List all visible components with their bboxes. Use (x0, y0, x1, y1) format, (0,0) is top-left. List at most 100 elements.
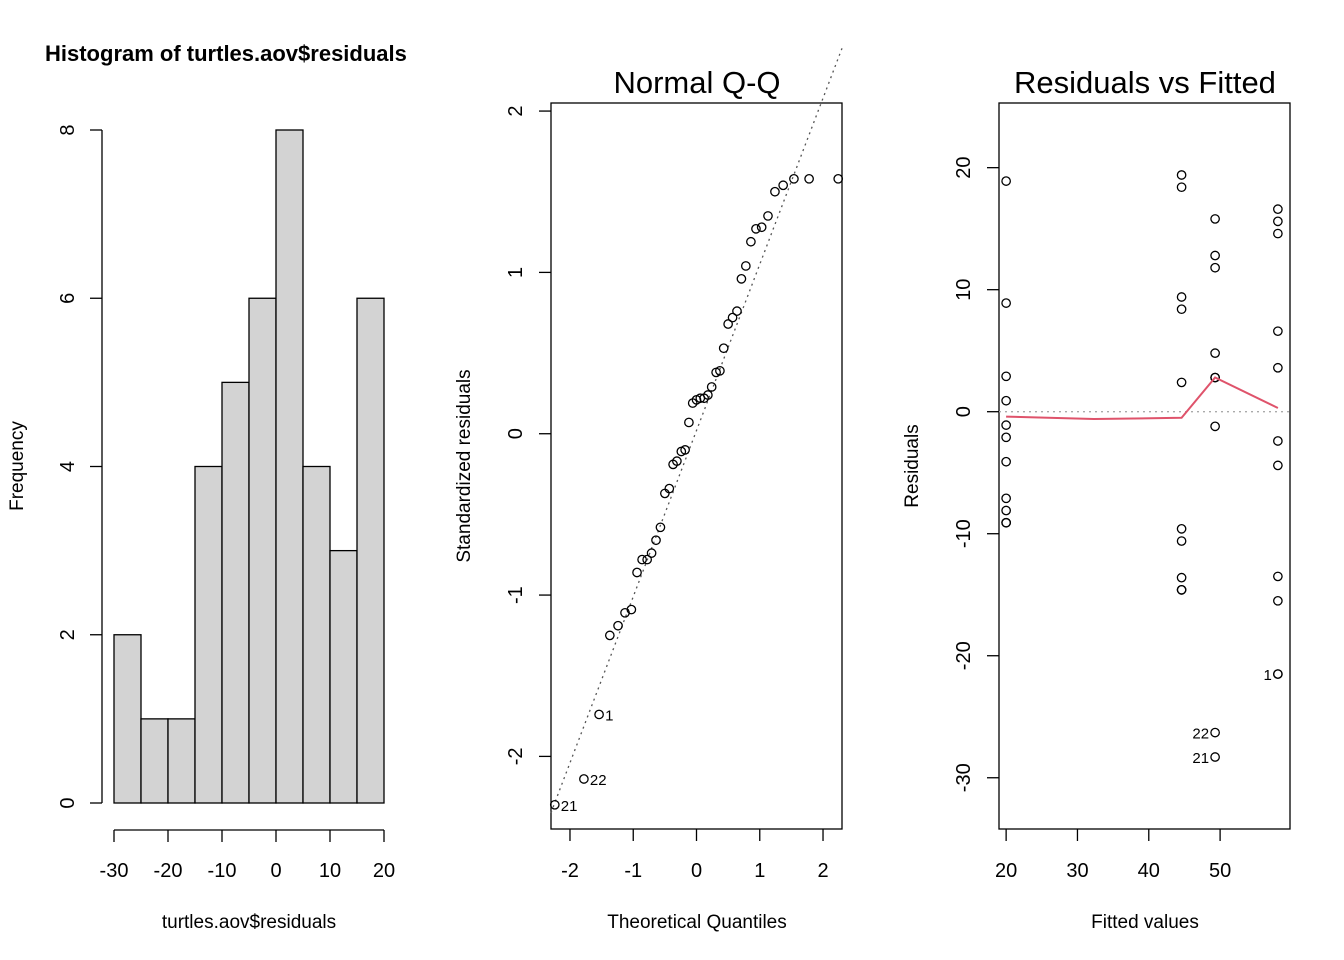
rvf-x-label: Fitted values (1091, 912, 1199, 933)
rvf-y-tick-label: -10 (953, 519, 975, 548)
rvf-point (1210, 262, 1220, 273)
histogram-panel: Histogram of turtles.aov$residuals -30 -2… (7, 41, 407, 933)
rvf-x-axis: 20 30 40 50 (995, 829, 1231, 882)
rvf-point (1273, 216, 1283, 227)
histogram-bar (140, 718, 169, 804)
histogram-bar (167, 718, 196, 804)
rvf-point (1001, 505, 1011, 516)
rvf-smooth-path (1006, 376, 1279, 421)
qq-point (723, 319, 733, 329)
qq-point (740, 261, 751, 271)
rvf-y-tick-label: 10 (953, 279, 975, 301)
histogram-bar (113, 634, 142, 804)
rvf-y-tick-label: -30 (953, 763, 975, 792)
qq-y-tick-label: 1 (505, 267, 527, 278)
rvf-point (1176, 182, 1187, 193)
rvf-x-tick-label: 20 (995, 860, 1017, 882)
qq-point (715, 365, 725, 376)
qq-point (833, 173, 844, 184)
qq-point (613, 620, 623, 631)
qq-point (718, 343, 729, 354)
rvf-point (1001, 298, 1011, 308)
rvf-point-label: 22 (1192, 726, 1209, 743)
qq-plot-frame (550, 102, 843, 830)
qq-x-tick-label: 2 (817, 860, 828, 882)
qq-point (789, 173, 799, 184)
qq-reference-line-segment (550, 48, 843, 813)
rvf-point (1176, 572, 1187, 583)
rvf-x-tick-label: 50 (1209, 860, 1231, 882)
qq-point (706, 382, 717, 392)
qq-y-tick-label: -1 (505, 586, 527, 604)
qq-point (604, 630, 615, 641)
rvf-y-tick-label: -20 (953, 641, 975, 670)
rvf-y-tick-label: 20 (953, 157, 975, 179)
rvf-point (1210, 752, 1220, 762)
rvf-point (1176, 292, 1187, 302)
rvf-point (1210, 421, 1220, 432)
rvf-point (1273, 204, 1283, 215)
qq-point (756, 222, 767, 233)
histogram-y-tick-label: 4 (57, 461, 79, 472)
rvf-point (1273, 669, 1283, 679)
histogram-bar (302, 465, 331, 804)
qq-point (637, 554, 647, 565)
qq-point (751, 223, 761, 234)
qq-point (763, 211, 773, 221)
rvf-point (1176, 170, 1187, 180)
rvf-point (1001, 493, 1011, 504)
qq-point (672, 456, 682, 467)
qq-x-tick-label: -2 (561, 860, 579, 882)
histogram-bar (356, 297, 385, 804)
qq-point (579, 774, 589, 784)
rvf-y-axis: -30 -20 -10 0 10 20 (953, 157, 999, 792)
qq-y-axis: -2 -1 0 1 2 (505, 106, 551, 765)
qq-point (664, 483, 675, 494)
qq-point (632, 567, 642, 578)
rvf-y-label: Residuals (902, 424, 923, 507)
rvf-point (1273, 571, 1283, 582)
rvf-y-tick-label: 0 (953, 406, 975, 417)
histogram-x-tick-label: -20 (154, 860, 183, 882)
histogram-y-axis: 0 2 4 6 8 (57, 124, 103, 809)
rvf-point (1001, 456, 1011, 467)
histogram-x-tick-label: 10 (319, 860, 341, 882)
histogram-bar (329, 549, 358, 804)
qq-point (642, 554, 653, 565)
qq-y-tick-label: 0 (505, 428, 527, 439)
rvf-point-label: 21 (1192, 750, 1209, 767)
rvf-point (1001, 371, 1011, 382)
histogram-x-label: turtles.aov$residuals (162, 912, 336, 933)
qq-point-label: 21 (561, 798, 578, 815)
qq-point (746, 236, 756, 247)
qq-x-tick-label: 1 (754, 860, 765, 882)
rvf-points (1001, 170, 1283, 762)
rvf-point (1001, 395, 1011, 406)
rvf-point (1210, 250, 1220, 261)
histogram-x-tick-label: -30 (100, 860, 129, 882)
qq-y-tick-label: 2 (505, 106, 527, 117)
rvf-x-tick-label: 30 (1066, 860, 1088, 882)
rvf-point (1273, 595, 1283, 606)
qq-x-tick-label: 0 (691, 860, 702, 882)
histogram-x-axis: -30 -20 -10 0 10 20 (100, 829, 395, 882)
rvf-point (1176, 536, 1187, 546)
histogram-x-tick-label: 20 (373, 860, 395, 882)
qq-point (549, 799, 560, 810)
rvf-point (1210, 214, 1220, 224)
qq-x-tick-label: -1 (624, 860, 642, 882)
qq-points (549, 173, 844, 810)
histogram-bar (275, 129, 304, 804)
rvf-x-tick-label: 40 (1138, 860, 1160, 882)
qq-panel: Normal Q-Q 21 22 1 -2 -1 0 1 2 -2 -1 0 1 2 Theoret… (454, 48, 844, 933)
histogram-y-label: Frequency (7, 421, 28, 511)
histogram-y-tick-label: 8 (57, 124, 79, 135)
histogram-y-tick-label: 6 (57, 293, 79, 304)
qq-point (680, 445, 690, 455)
rvf-point (1273, 436, 1283, 446)
histogram-bar (221, 381, 250, 804)
rvf-point (1273, 362, 1283, 373)
qq-title: Normal Q-Q (613, 65, 780, 100)
rvf-point (1273, 228, 1283, 239)
